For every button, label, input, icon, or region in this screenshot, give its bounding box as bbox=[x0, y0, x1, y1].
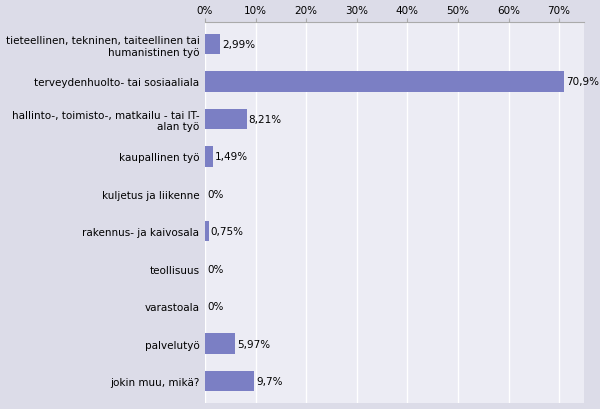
Bar bbox=[205, 147, 212, 167]
Text: 0,75%: 0,75% bbox=[211, 227, 244, 237]
Bar bbox=[205, 333, 235, 354]
Text: 2,99%: 2,99% bbox=[222, 40, 255, 50]
Bar bbox=[205, 35, 220, 55]
Bar bbox=[205, 109, 247, 130]
Text: 0%: 0% bbox=[207, 301, 223, 311]
Bar bbox=[205, 72, 563, 92]
Text: 1,49%: 1,49% bbox=[215, 152, 248, 162]
Text: 70,9%: 70,9% bbox=[566, 77, 599, 87]
Text: 9,7%: 9,7% bbox=[256, 376, 283, 386]
Text: 0%: 0% bbox=[207, 189, 223, 199]
Text: 8,21%: 8,21% bbox=[248, 115, 281, 125]
Text: 5,97%: 5,97% bbox=[237, 339, 271, 349]
Text: 0%: 0% bbox=[207, 264, 223, 274]
Bar bbox=[205, 371, 254, 391]
Bar bbox=[205, 221, 209, 242]
